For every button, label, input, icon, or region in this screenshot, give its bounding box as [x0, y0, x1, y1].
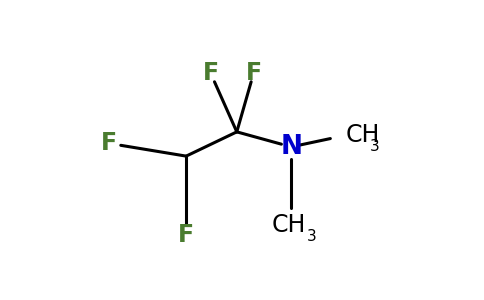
Text: F: F: [202, 61, 219, 85]
Text: CH: CH: [346, 123, 380, 147]
Text: CH: CH: [272, 213, 306, 237]
Text: F: F: [101, 131, 117, 155]
Text: 3: 3: [370, 140, 380, 154]
Text: 3: 3: [307, 230, 317, 244]
Text: F: F: [178, 223, 194, 247]
Text: F: F: [245, 61, 262, 85]
Text: N: N: [280, 134, 302, 160]
